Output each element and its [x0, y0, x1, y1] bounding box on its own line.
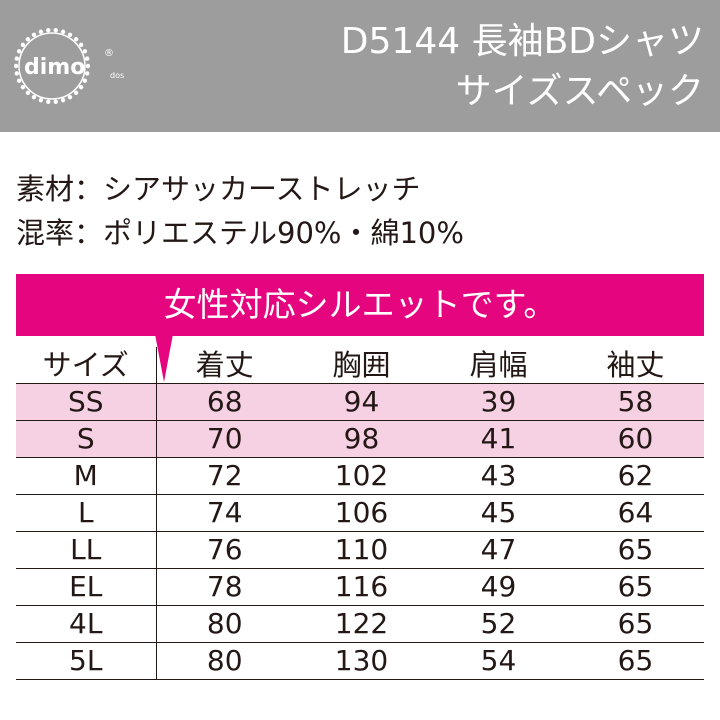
- header-bar: dimo ® dos D5144 長袖BDシャツ サイズスペック: [0, 0, 720, 132]
- cell-length: 70: [206, 422, 243, 455]
- cell-chest: 106: [334, 496, 389, 529]
- table-header-row: サイズ 着丈 胸囲 肩幅 袖丈: [16, 347, 704, 384]
- cell-shoulder: 43: [480, 459, 517, 492]
- cell-shoulder: 45: [480, 496, 517, 529]
- product-title: D5144 長袖BDシャツ: [340, 21, 704, 62]
- banner-pointer: [155, 334, 173, 382]
- cell-shoulder: 54: [480, 644, 517, 677]
- cell-size: M: [16, 457, 157, 495]
- table-row: SS 68 94 39 58: [16, 383, 704, 421]
- cell-length: 80: [206, 607, 243, 640]
- product-subtitle: サイズスペック: [455, 71, 704, 112]
- cell-sleeve: 62: [617, 459, 654, 492]
- cell-shoulder: 49: [480, 570, 517, 603]
- header-size: サイズ: [16, 347, 157, 384]
- cell-sleeve: 58: [617, 385, 654, 418]
- header-sleeve: 袖丈: [606, 348, 665, 382]
- material-line: 素材：シアサッカーストレッチ: [16, 172, 421, 206]
- cell-size: L: [16, 494, 157, 532]
- logo-sub: dos: [110, 71, 124, 80]
- cell-size: LL: [16, 531, 157, 569]
- cell-length: 78: [206, 570, 243, 603]
- cell-chest: 98: [343, 422, 380, 455]
- header-length: 着丈: [195, 348, 254, 382]
- cell-sleeve: 60: [617, 422, 654, 455]
- cell-length: 80: [206, 644, 243, 677]
- cell-length: 74: [206, 496, 243, 529]
- cell-size: 4L: [16, 605, 157, 643]
- cell-chest: 122: [334, 607, 389, 640]
- table-row: L 74 106 45 64: [16, 494, 704, 532]
- cell-size: 5L: [16, 642, 157, 680]
- table-row: S 70 98 41 60: [16, 420, 704, 458]
- logo-text: dimo: [24, 55, 85, 80]
- cell-chest: 130: [334, 644, 389, 677]
- blend-line: 混率：ポリエステル90%・綿10%: [16, 216, 464, 250]
- cell-sleeve: 65: [617, 644, 654, 677]
- cell-length: 68: [206, 385, 243, 418]
- cell-size: S: [16, 420, 157, 458]
- cell-size: EL: [16, 568, 157, 606]
- header-chest: 胸囲: [332, 348, 391, 382]
- table-row: 5L 80 130 54 65: [16, 642, 704, 680]
- cell-size: SS: [16, 383, 157, 421]
- cell-shoulder: 41: [480, 422, 517, 455]
- cell-sleeve: 65: [617, 607, 654, 640]
- cell-shoulder: 47: [480, 533, 517, 566]
- cell-sleeve: 65: [617, 533, 654, 566]
- cell-sleeve: 64: [617, 496, 654, 529]
- cell-chest: 110: [334, 533, 389, 566]
- gear-icon: [14, 28, 91, 105]
- cell-length: 72: [206, 459, 243, 492]
- cell-shoulder: 52: [480, 607, 517, 640]
- table-row: LL 76 110 47 65: [16, 531, 704, 569]
- cell-length: 76: [206, 533, 243, 566]
- cell-chest: 102: [334, 459, 389, 492]
- silhouette-banner: 女性対応シルエットです。: [16, 274, 704, 336]
- cell-chest: 116: [334, 570, 389, 603]
- cell-sleeve: 65: [617, 570, 654, 603]
- dimo-logo: dimo ® dos: [14, 28, 124, 105]
- table-row: EL 78 116 49 65: [16, 568, 704, 606]
- cell-chest: 94: [343, 385, 380, 418]
- logo-mark: ®: [104, 48, 114, 59]
- cell-shoulder: 39: [480, 385, 517, 418]
- table-row: M 72 102 43 62: [16, 457, 704, 495]
- table-row: 4L 80 122 52 65: [16, 605, 704, 643]
- size-spec-table: サイズ 着丈 胸囲 肩幅 袖丈 SS 68 94 39 58 S 70 98 41 60 M 72 10…: [16, 347, 704, 680]
- header-shoulder: 肩幅: [469, 348, 528, 382]
